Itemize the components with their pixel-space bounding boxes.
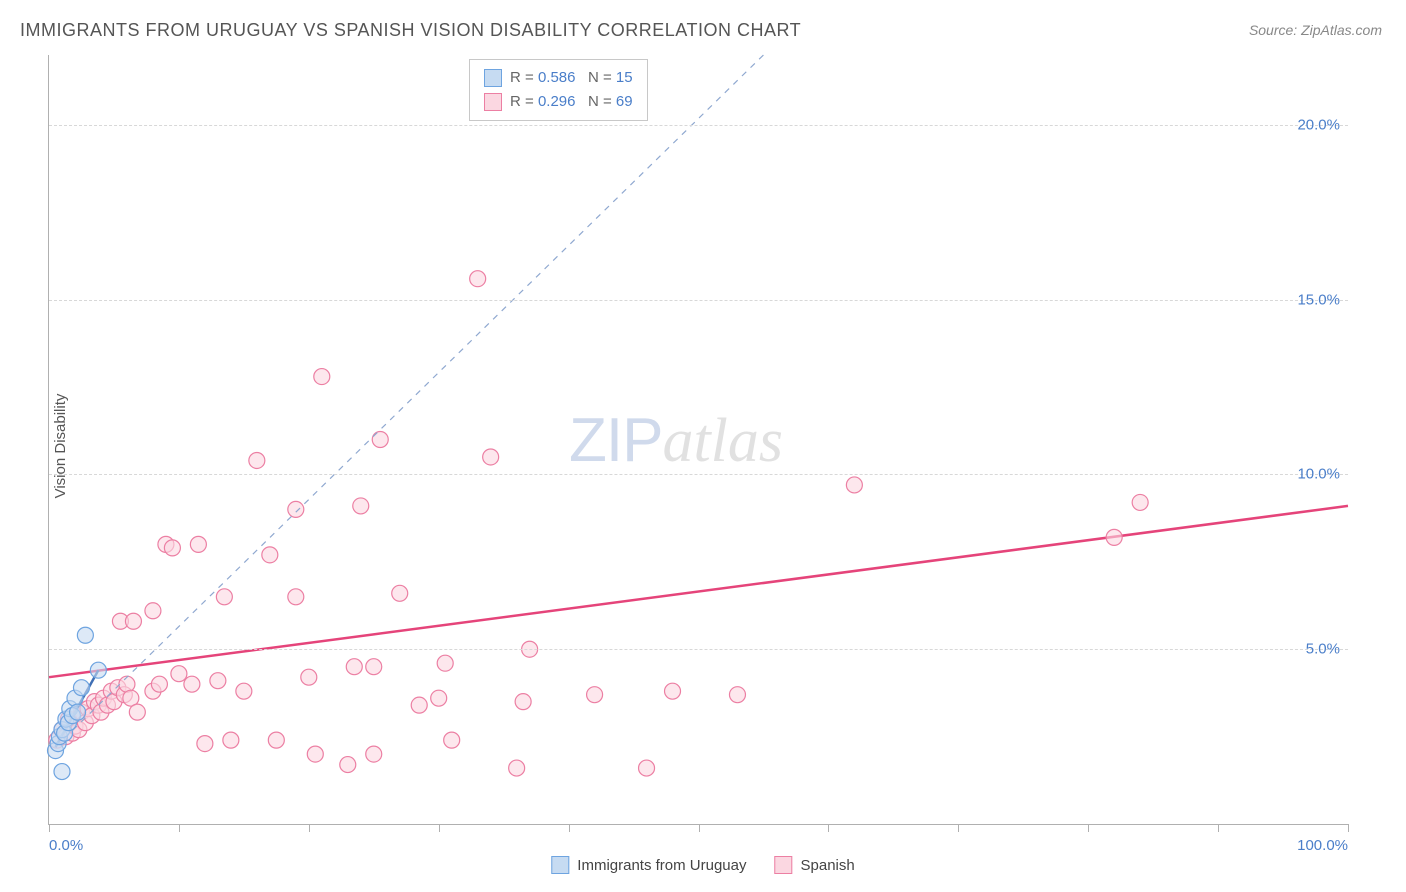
plot-area: ZIPatlas R = 0.586 N = 15R = 0.296 N = 6… (48, 55, 1348, 825)
gridline (49, 300, 1348, 301)
legend-swatch (484, 69, 502, 87)
y-tick-label: 10.0% (1297, 466, 1340, 483)
correlation-legend: R = 0.586 N = 15R = 0.296 N = 69 (469, 59, 648, 121)
data-point (90, 662, 106, 678)
plot-svg (49, 55, 1348, 824)
data-point (639, 760, 655, 776)
x-tick-label: 100.0% (1297, 837, 1348, 854)
data-point (301, 669, 317, 685)
data-point (729, 687, 745, 703)
data-point (145, 603, 161, 619)
data-point (515, 694, 531, 710)
legend-row: R = 0.296 N = 69 (484, 90, 633, 114)
legend-text: R = 0.296 N = 69 (510, 90, 633, 114)
legend-swatch (775, 856, 793, 874)
source-label: Source: ZipAtlas.com (1249, 22, 1382, 38)
data-point (366, 746, 382, 762)
y-tick-label: 15.0% (1297, 291, 1340, 308)
data-point (470, 271, 486, 287)
x-tick (569, 824, 570, 832)
data-point (346, 659, 362, 675)
data-point (509, 760, 525, 776)
data-point (392, 585, 408, 601)
data-point (210, 673, 226, 689)
data-point (151, 676, 167, 692)
legend-label: Spanish (801, 857, 855, 874)
gridline (49, 649, 1348, 650)
legend-swatch (551, 856, 569, 874)
y-tick-label: 20.0% (1297, 116, 1340, 133)
legend-row: R = 0.586 N = 15 (484, 66, 633, 90)
legend-swatch (484, 93, 502, 111)
x-tick (1088, 824, 1089, 832)
data-point (268, 732, 284, 748)
trend-line (49, 506, 1348, 677)
legend-text: R = 0.586 N = 15 (510, 66, 633, 90)
data-point (129, 704, 145, 720)
x-tick (1348, 824, 1349, 832)
data-point (665, 683, 681, 699)
data-point (288, 589, 304, 605)
data-point (125, 613, 141, 629)
x-tick (1218, 824, 1219, 832)
chart-container: IMMIGRANTS FROM URUGUAY VS SPANISH VISIO… (0, 0, 1406, 892)
data-point (314, 369, 330, 385)
x-tick (699, 824, 700, 832)
chart-title: IMMIGRANTS FROM URUGUAY VS SPANISH VISIO… (20, 20, 801, 41)
data-point (372, 432, 388, 448)
data-point (437, 655, 453, 671)
data-point (411, 697, 427, 713)
data-point (54, 764, 70, 780)
data-point (171, 666, 187, 682)
legend-item: Spanish (775, 856, 855, 874)
data-point (184, 676, 200, 692)
data-point (262, 547, 278, 563)
data-point (190, 536, 206, 552)
data-point (444, 732, 460, 748)
data-point (236, 683, 252, 699)
data-point (73, 680, 89, 696)
data-point (216, 589, 232, 605)
x-tick (439, 824, 440, 832)
gridline (49, 474, 1348, 475)
data-point (249, 452, 265, 468)
gridline (49, 125, 1348, 126)
data-point (1132, 494, 1148, 510)
legend-label: Immigrants from Uruguay (577, 857, 746, 874)
data-point (587, 687, 603, 703)
legend-item: Immigrants from Uruguay (551, 856, 746, 874)
series-legend: Immigrants from Uruguay Spanish (551, 856, 854, 874)
data-point (223, 732, 239, 748)
data-point (353, 498, 369, 514)
data-point (77, 627, 93, 643)
x-tick (958, 824, 959, 832)
x-tick (828, 824, 829, 832)
data-point (483, 449, 499, 465)
trend-dashed (55, 55, 763, 747)
data-point (366, 659, 382, 675)
data-point (846, 477, 862, 493)
x-tick (309, 824, 310, 832)
data-point (431, 690, 447, 706)
data-point (164, 540, 180, 556)
data-point (197, 736, 213, 752)
y-tick-label: 5.0% (1306, 641, 1340, 658)
data-point (340, 757, 356, 773)
data-point (288, 501, 304, 517)
data-point (307, 746, 323, 762)
x-tick-label: 0.0% (49, 837, 83, 854)
data-point (1106, 529, 1122, 545)
x-tick (179, 824, 180, 832)
data-point (70, 704, 86, 720)
x-tick (49, 824, 50, 832)
